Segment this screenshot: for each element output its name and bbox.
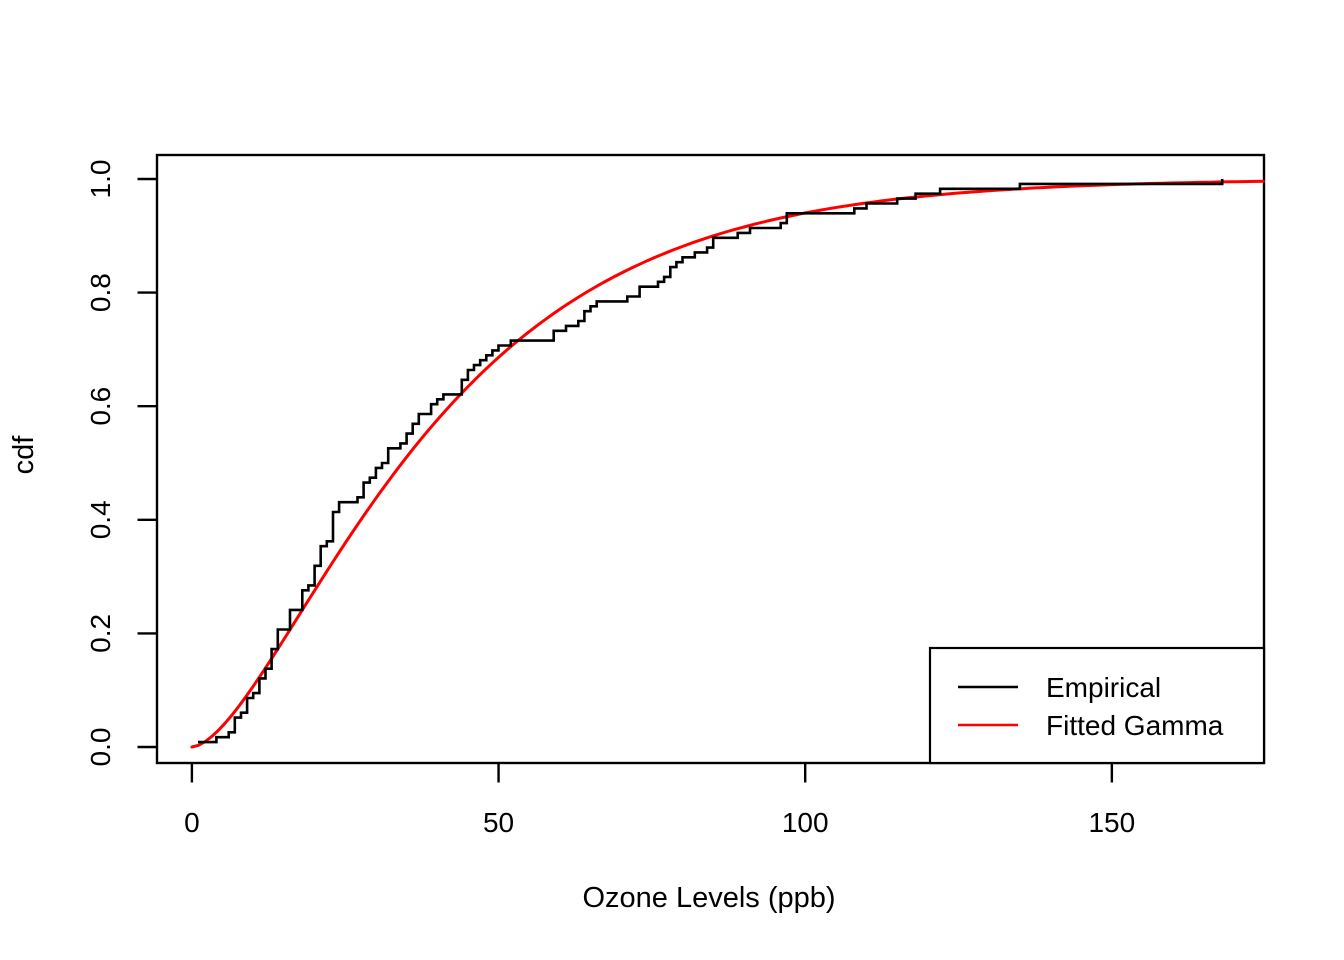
legend-box bbox=[928, 646, 1266, 765]
x-tick-label: 100 bbox=[782, 807, 829, 838]
x-tick-label: 0 bbox=[184, 807, 200, 838]
legend-label-empirical: Empirical bbox=[1046, 672, 1161, 703]
legend-label-fitted-gamma: Fitted Gamma bbox=[1046, 710, 1224, 741]
empirical-cdf-step-line bbox=[198, 179, 1224, 744]
y-tick-label: 1.0 bbox=[85, 160, 116, 199]
y-tick-label: 0.8 bbox=[85, 273, 116, 312]
x-tick-label: 150 bbox=[1088, 807, 1135, 838]
fitted-gamma-cdf-curve bbox=[190, 179, 1265, 749]
y-tick-label: 0.6 bbox=[85, 387, 116, 426]
y-axis-label: cdf bbox=[8, 435, 40, 475]
y-tick-label: 0.0 bbox=[85, 728, 116, 767]
y-axis: 0.0 0.2 0.4 0.6 0.8 1.0 bbox=[85, 160, 157, 767]
x-axis: 0 50 100 150 bbox=[184, 763, 1135, 838]
y-tick-label: 0.4 bbox=[85, 500, 116, 539]
x-tick-label: 50 bbox=[483, 807, 514, 838]
legend: Empirical Fitted Gamma bbox=[928, 646, 1266, 765]
y-tick-label: 0.2 bbox=[85, 614, 116, 653]
x-axis-label: Ozone Levels (ppb) bbox=[582, 882, 835, 914]
plot-box-border bbox=[155, 153, 1266, 765]
